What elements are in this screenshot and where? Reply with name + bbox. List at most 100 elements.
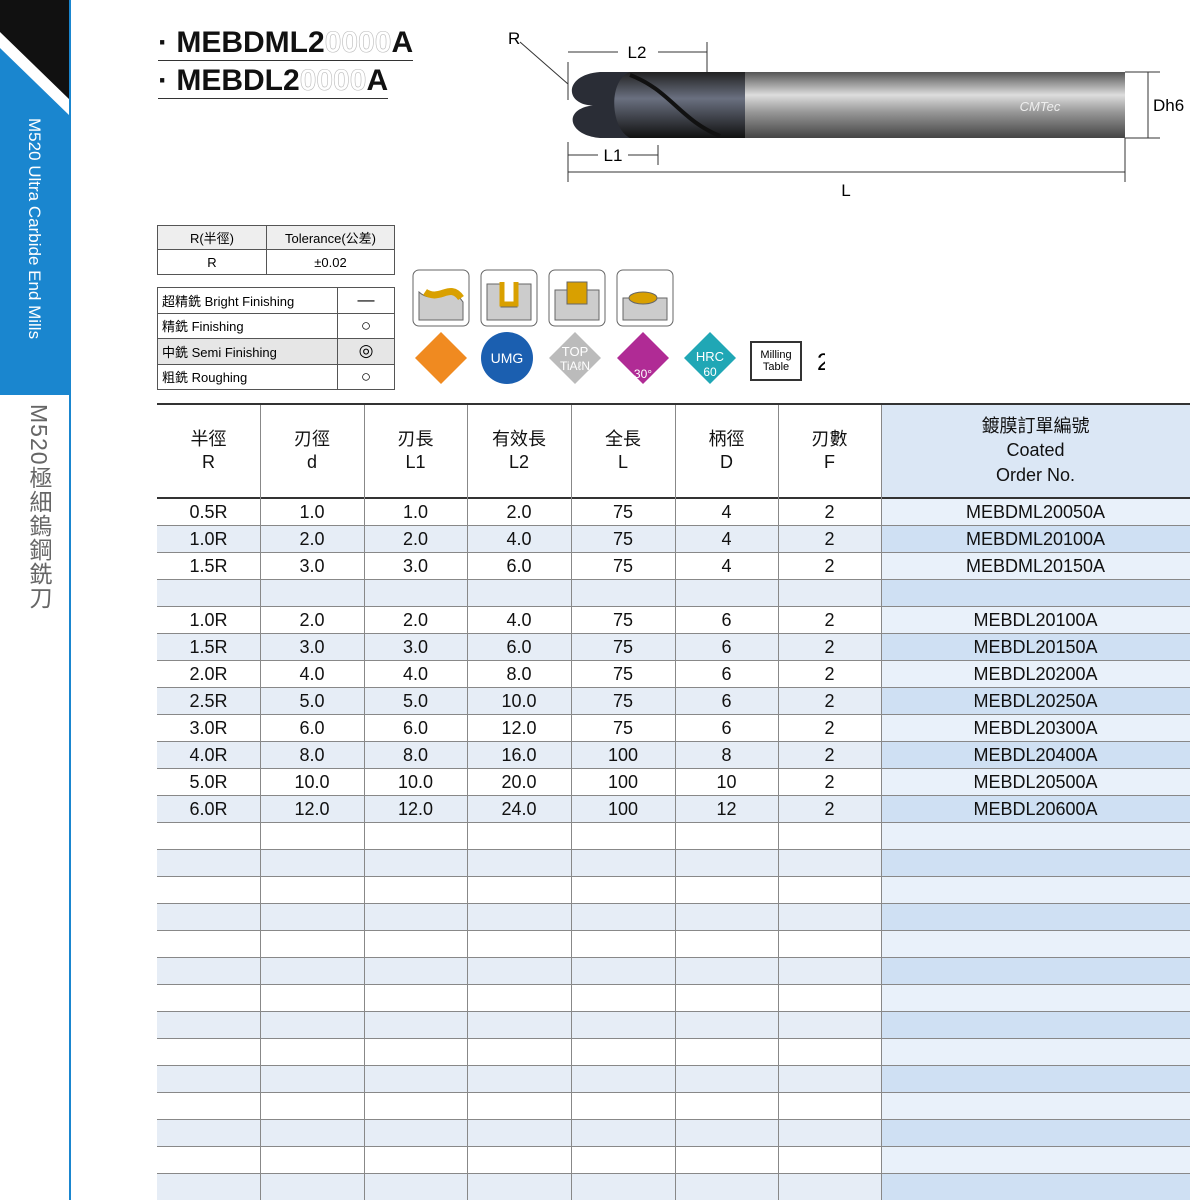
header-text: 刃長	[397, 428, 434, 449]
row-bg	[881, 877, 1190, 904]
header-text: Order No.	[995, 464, 1076, 485]
table-cell: 8.0	[506, 664, 532, 684]
table-cell: 5.0	[299, 691, 325, 711]
header-text: 柄徑	[708, 428, 745, 449]
table-cell: 75	[612, 610, 634, 630]
table-cell: MEBDML20050A	[965, 502, 1106, 522]
table-cell: 75	[612, 637, 634, 657]
table-cell: 3.0	[402, 556, 429, 576]
table-cell: 75	[612, 691, 634, 711]
tol-cell: ±0.02	[266, 249, 395, 275]
row-bg	[157, 931, 881, 958]
table-cell: MEBDL20400A	[973, 745, 1098, 765]
milling-table: Table	[763, 361, 789, 373]
row-bg	[881, 1093, 1190, 1120]
tool-diagram: R L2 L1 L Dh6 CMTec	[508, 29, 1184, 200]
badge-hrc: 60	[703, 365, 717, 379]
product-title: · MEBDL20000A	[158, 64, 389, 99]
row-bg	[157, 607, 881, 634]
milling-table: Milling	[760, 349, 791, 361]
table-cell: 12	[716, 799, 737, 819]
tol-header: Tolerance(公差)	[266, 225, 395, 250]
row-bg	[157, 1120, 881, 1147]
table-cell: 3.0R	[189, 718, 228, 738]
table-cell: 1.5R	[189, 637, 228, 657]
header-text: 鍍膜訂單編號	[981, 416, 1090, 436]
finish-mark: —	[337, 287, 395, 314]
row-line	[157, 903, 1190, 904]
finish-mark: ◎	[337, 338, 395, 365]
row-bg	[881, 634, 1190, 661]
row-line	[157, 822, 1190, 823]
table-cell: 6.0	[299, 718, 325, 738]
finish-mark: ○	[337, 312, 395, 339]
row-line	[157, 525, 1190, 526]
row-bg	[881, 607, 1190, 634]
header-text: Coated	[1006, 439, 1065, 460]
table-cell: 3.0	[299, 637, 325, 657]
row-bg	[881, 715, 1190, 742]
header-text: L1	[405, 452, 426, 472]
header-text: 半徑	[190, 428, 227, 449]
table-cell: MEBDL20300A	[973, 718, 1098, 738]
badge-coating: TOP	[562, 344, 589, 359]
table-cell: 4.0R	[189, 745, 228, 765]
row-bg	[881, 499, 1190, 526]
row-bg	[157, 1174, 881, 1200]
label-l: L	[841, 181, 850, 200]
row-bg	[157, 661, 881, 688]
table-cell: 10.0	[397, 772, 434, 792]
table-cell: 4.0	[506, 610, 532, 630]
table-cell: 8.0	[402, 745, 429, 765]
table-cell: MEBDL20500A	[973, 772, 1098, 792]
table-cell: 1.5R	[189, 556, 228, 576]
row-line	[157, 714, 1190, 715]
row-line	[157, 606, 1190, 607]
row-bg	[881, 985, 1190, 1012]
column-line	[260, 405, 261, 1200]
row-bg	[157, 1012, 881, 1039]
row-bg	[881, 931, 1190, 958]
row-bg	[157, 499, 881, 526]
sidebar-title-zh: M520極細鎢鋼銑刀	[26, 404, 52, 610]
code-suffix: A	[391, 26, 414, 59]
table-cell: 16.0	[501, 745, 537, 765]
table-cell: 6.0	[506, 556, 532, 576]
row-line	[157, 1092, 1190, 1093]
row-bg	[157, 526, 881, 553]
finish-mark: ○	[337, 363, 395, 390]
table-cell: 75	[612, 664, 634, 684]
table-cell: 6	[721, 691, 732, 711]
table-cell: MEBDL20600A	[973, 799, 1098, 819]
row-bg	[881, 1012, 1190, 1039]
row-bg	[157, 796, 881, 823]
row-line	[157, 768, 1190, 769]
table-cell: MEBDL20200A	[973, 664, 1098, 684]
column-line	[571, 405, 572, 1200]
table-cell: 1.0	[299, 502, 325, 522]
table-cell: 10.0	[294, 772, 330, 792]
header-text: 全長	[605, 428, 641, 449]
row-bg	[157, 1066, 881, 1093]
sidebar-graphic	[0, 0, 71, 1200]
row-bg	[157, 958, 881, 985]
table-cell: 8	[721, 745, 732, 765]
table-cell: 2	[824, 610, 835, 630]
row-bg	[881, 823, 1190, 850]
table-cell: MEBDL20250A	[973, 691, 1098, 711]
table-cell: 3.0	[402, 637, 429, 657]
row-line	[157, 633, 1190, 634]
table-cell: 4.0	[506, 529, 532, 549]
row-bg	[157, 1093, 881, 1120]
table-cell: MEBDL20150A	[973, 637, 1098, 657]
code-suffix: A	[366, 64, 389, 97]
table-cell: 2.0R	[189, 664, 228, 684]
table-cell: 4	[721, 529, 732, 549]
row-bg	[157, 985, 881, 1012]
finish-label: 超精銑 Bright Finishing	[157, 287, 338, 314]
row-bg	[881, 580, 1190, 607]
icons: UMG TOP TiAℓN 30° HRC 60 Milling Table 2…	[412, 269, 825, 384]
table-cell: 2	[824, 718, 835, 738]
row-bg	[157, 823, 881, 850]
row-bg	[157, 904, 881, 931]
